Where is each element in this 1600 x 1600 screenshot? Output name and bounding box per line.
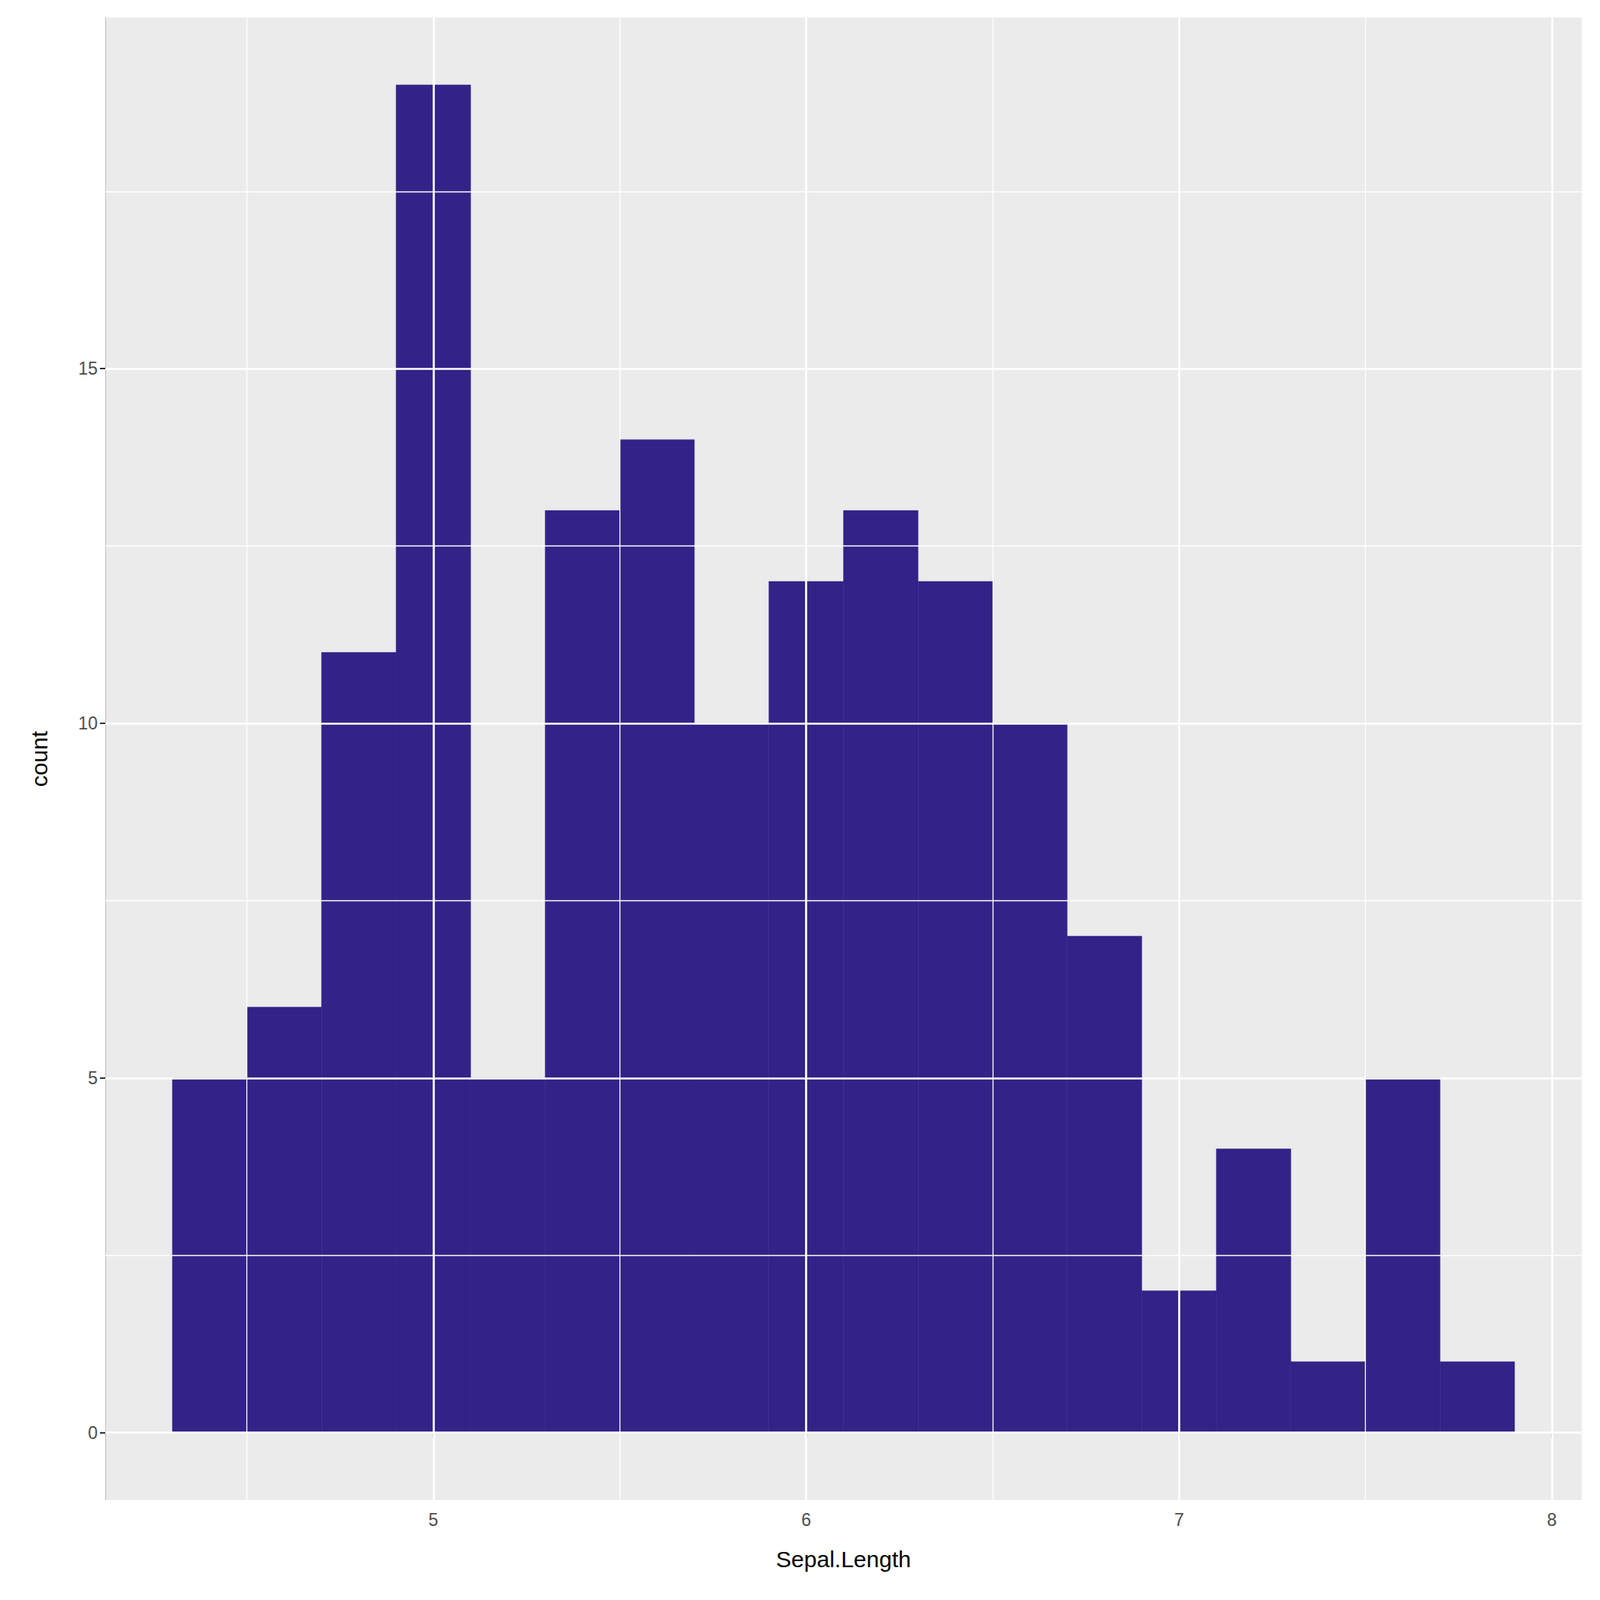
svg-text:5: 5 <box>428 1509 439 1530</box>
svg-text:10: 10 <box>77 713 98 734</box>
svg-text:count: count <box>26 730 52 787</box>
svg-text:15: 15 <box>77 358 98 379</box>
svg-text:6: 6 <box>801 1509 812 1530</box>
svg-text:8: 8 <box>1547 1509 1558 1530</box>
svg-text:7: 7 <box>1174 1509 1185 1530</box>
svg-text:Sepal.Length: Sepal.Length <box>775 1546 912 1572</box>
svg-text:5: 5 <box>87 1068 98 1089</box>
svg-text:0: 0 <box>87 1422 98 1443</box>
